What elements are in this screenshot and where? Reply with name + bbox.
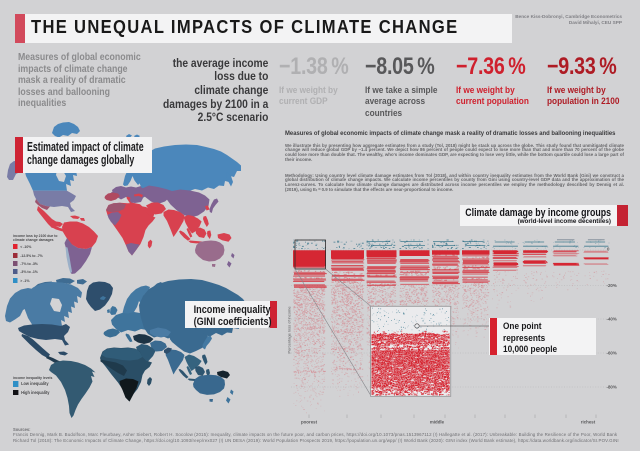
svg-text:-20%: -20% — [607, 283, 617, 288]
svg-text:richest: richest — [581, 420, 596, 425]
svg-text:0: 0 — [607, 246, 610, 251]
svg-text:poorest: poorest — [301, 420, 318, 425]
svg-text:Percentage loss of income: Percentage loss of income — [287, 306, 292, 354]
svg-text:-80%: -80% — [607, 385, 617, 390]
svg-text:middle: middle — [430, 420, 445, 425]
svg-text:-40%: -40% — [607, 317, 617, 322]
svg-text:-60%: -60% — [607, 351, 617, 356]
